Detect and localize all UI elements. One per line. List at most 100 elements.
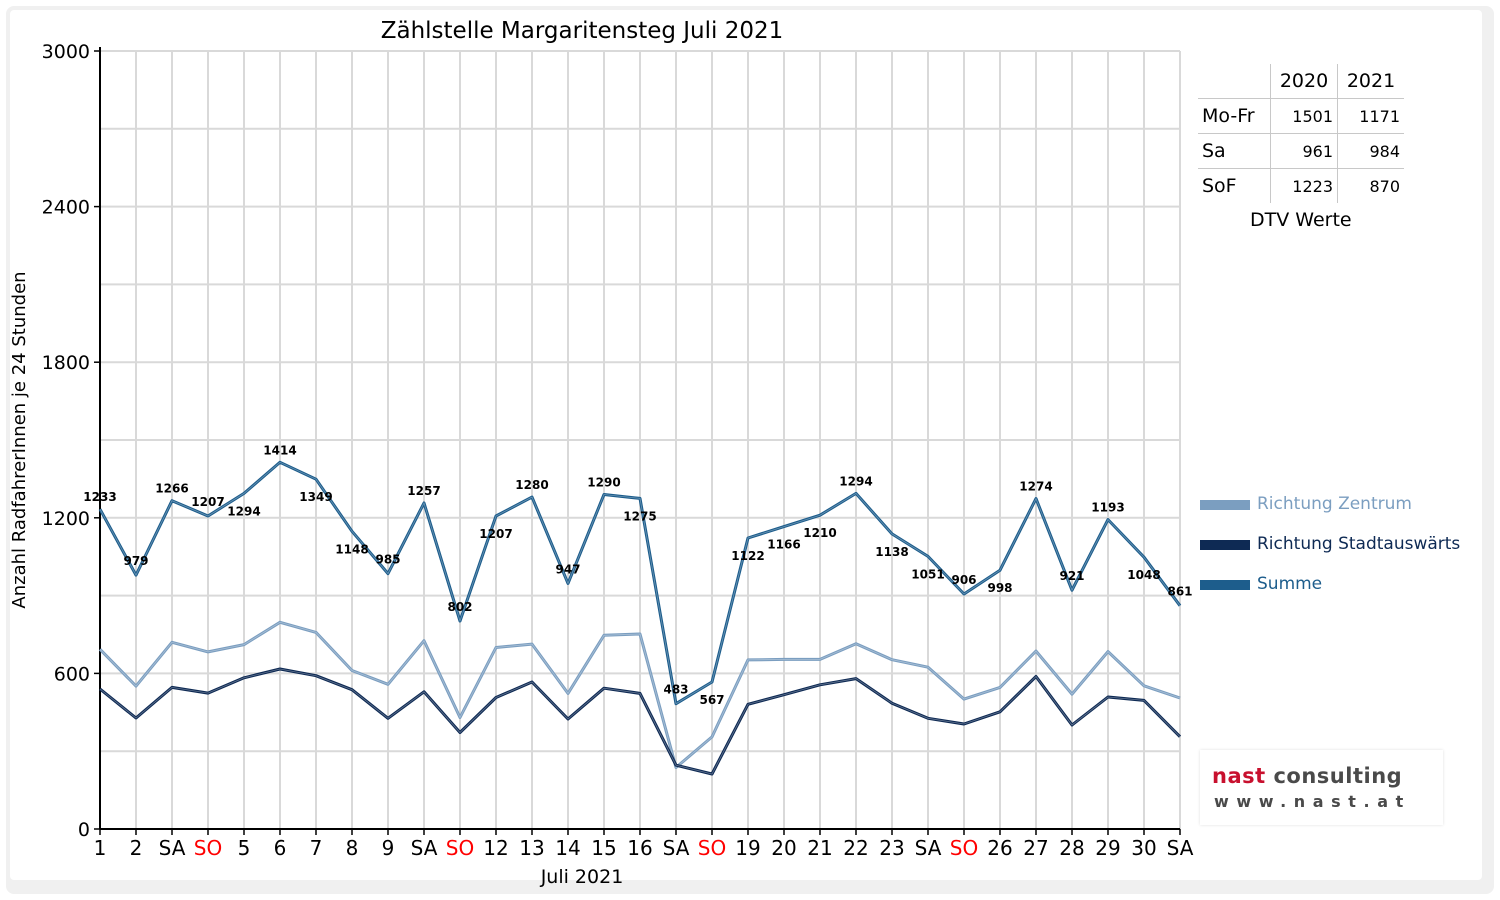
- dtv-corner-cell: [1198, 64, 1271, 99]
- data-label: 1148: [335, 542, 368, 556]
- dtv-row-label: Sa: [1198, 133, 1271, 169]
- x-tick-label: 13: [519, 836, 544, 860]
- dtv-row-label: SoF: [1202, 175, 1237, 197]
- data-label: 1257: [407, 484, 440, 498]
- data-label: 861: [1167, 585, 1192, 599]
- data-label: 1290: [587, 475, 620, 489]
- x-tick-label: 30: [1131, 836, 1156, 860]
- series-line-highlight: [99, 461, 1181, 705]
- x-tick-label: 5: [238, 836, 251, 860]
- x-tick-label: 21: [807, 836, 832, 860]
- x-tick-label: 20: [771, 836, 796, 860]
- data-label: 1122: [731, 549, 764, 563]
- x-tick-label: 12: [483, 836, 508, 860]
- data-label: 998: [987, 581, 1012, 595]
- company-logo: nast consulting www.nast.at: [1200, 750, 1443, 825]
- data-label: 947: [555, 562, 580, 576]
- x-tick-label: 15: [591, 836, 616, 860]
- data-label: 1294: [227, 504, 260, 518]
- data-label: 1233: [83, 490, 116, 504]
- x-tick-label: 26: [987, 836, 1012, 860]
- legend-swatch: [1200, 540, 1250, 550]
- x-tick-label: SA: [663, 836, 690, 860]
- series-line-stadtauswaerts: [99, 667, 1182, 776]
- data-label: 906: [951, 573, 976, 587]
- logo-brand-part: consulting: [1273, 764, 1403, 788]
- x-tick-label: 27: [1023, 836, 1048, 860]
- dtv-row-label: Mo-Fr: [1198, 98, 1271, 134]
- x-tick-label: SO: [698, 836, 726, 860]
- dtv-value: 870: [1337, 168, 1404, 203]
- data-label: 1349: [299, 490, 332, 504]
- x-tick-label: 1: [94, 836, 107, 860]
- dtv-table: 2020 2021 Mo-Fr 1501 1171 Sa 961 984 SoF…: [1198, 64, 1404, 203]
- y-axis-label: Anzahl RadfahrerInnen je 24 Stunden: [9, 271, 30, 608]
- dtv-value: 961: [1270, 133, 1338, 169]
- data-label: 483: [663, 683, 688, 697]
- y-tick-label: 1800: [42, 352, 90, 374]
- x-tick-label: SA: [1167, 836, 1194, 860]
- legend-label: Richtung Zentrum: [1257, 494, 1412, 514]
- data-label: 1138: [875, 545, 908, 559]
- x-tick-label: SA: [915, 836, 942, 860]
- data-label: 1414: [263, 443, 296, 457]
- dtv-row-sof: SoF 1223 870: [1198, 168, 1404, 203]
- series-line-highlight: [99, 668, 1181, 775]
- data-label: 1048: [1127, 568, 1160, 582]
- data-label: 1207: [479, 527, 512, 541]
- dtv-header-row: 2020 2021: [1198, 64, 1404, 99]
- dtv-caption: DTV Werte: [1250, 209, 1352, 231]
- x-tick-label: 14: [555, 836, 580, 860]
- logo-brand: nast consulting: [1212, 764, 1402, 788]
- data-label: 1166: [767, 538, 800, 552]
- x-tick-label: 7: [310, 836, 323, 860]
- series-line-highlight: [99, 621, 1181, 769]
- chart-title: Zählstelle Margaritensteg Juli 2021: [381, 18, 784, 44]
- data-label: 985: [375, 553, 400, 567]
- data-label: 1051: [911, 567, 944, 581]
- x-tick-label: 19: [735, 836, 760, 860]
- dtv-year-2020: 2020: [1270, 64, 1338, 99]
- x-tick-label: SO: [446, 836, 474, 860]
- x-tick-label: 29: [1095, 836, 1120, 860]
- y-tick-label: 600: [54, 663, 90, 685]
- logo-url: www.nast.at: [1214, 792, 1411, 811]
- series-line-summe: [98, 460, 1182, 706]
- grid-lines: [99, 50, 1181, 829]
- x-tick-label: 2: [130, 836, 143, 860]
- x-tick-label: 28: [1059, 836, 1084, 860]
- data-label: 1266: [155, 482, 188, 496]
- data-label: 921: [1059, 569, 1084, 583]
- x-tick-label: SO: [194, 836, 222, 860]
- data-label: 1275: [623, 509, 656, 523]
- legend-label: Richtung Stadtauswärts: [1257, 534, 1461, 554]
- x-tick-label: SA: [411, 836, 438, 860]
- dtv-row-mofr: Mo-Fr 1501 1171: [1198, 98, 1404, 134]
- y-tick-labels: 0 600 1200 1800 2400 3000: [42, 41, 100, 841]
- x-tick-label: SO: [950, 836, 978, 860]
- x-tick-labels: 1 2 SA SO 5 6 7 8 9 SA SO 12 13 14 15 16 SA SO 19 20 21 22 23 S…: [94, 836, 1194, 860]
- y-tick-label: 3000: [42, 41, 90, 63]
- logo-brand-part: nast: [1212, 764, 1266, 788]
- x-tick-label: 22: [843, 836, 868, 860]
- data-label: 1274: [1019, 480, 1052, 494]
- dtv-row-sa: Sa 961 984: [1198, 133, 1404, 169]
- legend-swatch: [1200, 500, 1250, 510]
- data-label: 1210: [803, 526, 836, 540]
- x-tick-label: SA: [159, 836, 186, 860]
- x-tick-label: 8: [346, 836, 359, 860]
- data-label: 979: [123, 554, 148, 568]
- x-axis-label: Juli 2021: [540, 866, 624, 888]
- axes: [99, 47, 1181, 835]
- data-labels: 1233979126612071294141413491148985125780…: [83, 443, 1192, 707]
- dtv-value: 1171: [1337, 98, 1404, 134]
- series-lines: [98, 460, 1182, 776]
- data-label: 567: [699, 693, 724, 707]
- legend-swatch: [1200, 580, 1250, 590]
- dtv-value: 1223: [1270, 168, 1338, 203]
- x-tick-label: 16: [627, 836, 652, 860]
- data-label: 1280: [515, 478, 548, 492]
- x-tick-label: 6: [274, 836, 287, 860]
- dtv-value: 1501: [1270, 98, 1338, 134]
